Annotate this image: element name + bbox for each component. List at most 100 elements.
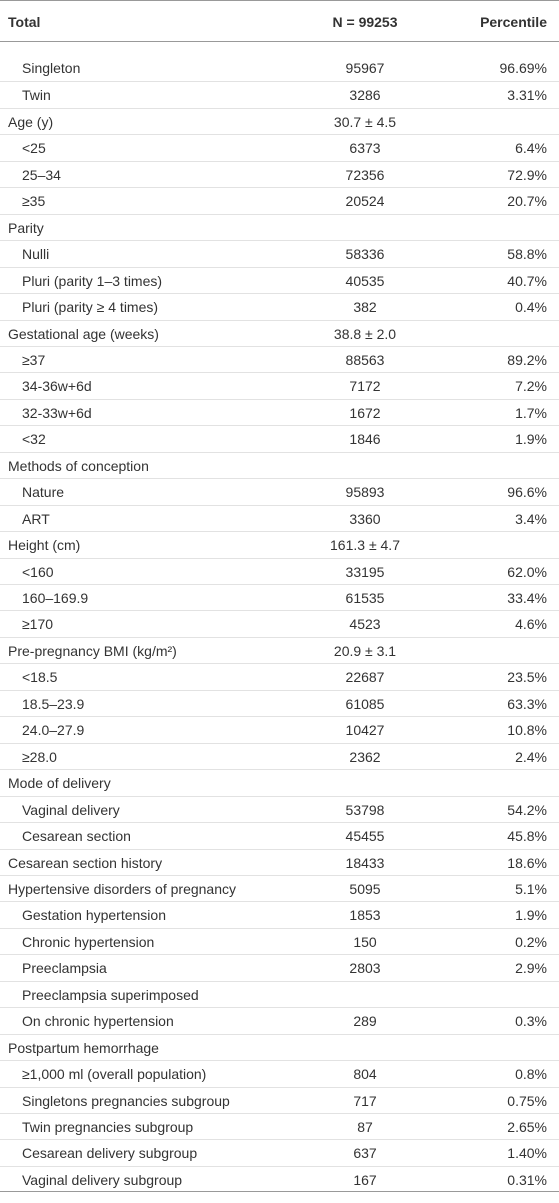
row-label: Parity: [8, 219, 44, 236]
row-label: ≥1,000 ml (overall population): [22, 1066, 207, 1083]
table-row: Singleton 95967 96.69%: [0, 55, 559, 81]
count-cell: 95967: [345, 60, 385, 76]
count-cell: 1846: [349, 431, 381, 448]
count-cell: 88563: [345, 351, 385, 368]
table-row: Nulli 58336 58.8%: [0, 240, 559, 266]
row-label: <18.5: [22, 669, 58, 686]
table-row: Cesarean section history 18433 18.6%: [0, 848, 559, 875]
table-row: Gestation hypertension 1853 1.9%: [0, 901, 559, 927]
row-label: Twin pregnancies subgroup: [22, 1119, 194, 1135]
table-row: Parity: [0, 213, 559, 240]
count-cell: 2362: [349, 748, 381, 765]
count-cell: 72356: [345, 166, 385, 183]
percent-cell: 2.9%: [515, 960, 547, 977]
table-row: 160–169.9 61535 33.4%: [0, 584, 559, 610]
table-row: Twin 3286 3.31%: [0, 81, 559, 107]
table-row: Chronic hypertension 150 0.2%: [0, 927, 559, 954]
count-cell: 38.8 ± 2.0: [333, 325, 397, 342]
percent-cell: 62.0%: [507, 563, 547, 580]
percent-cell: 10.8%: [507, 722, 547, 739]
table-row: Twin pregnancies subgroup 87 2.65%: [0, 1113, 559, 1139]
row-label: 160–169.9: [22, 590, 89, 606]
count-cell: 804: [353, 1066, 377, 1083]
bottom-rule: [0, 1191, 559, 1192]
table-row: ≥1,000 ml (overall population) 804 0.8%: [0, 1060, 559, 1086]
count-cell: 5095: [349, 880, 381, 897]
percent-cell: 2.65%: [507, 1119, 547, 1135]
row-label: Singleton: [22, 60, 81, 76]
table-row: Cesarean section 45455 45.8%: [0, 822, 559, 848]
table-row: ART 3360 3.4%: [0, 504, 559, 531]
table-row: <18.5 22687 23.5%: [0, 663, 559, 689]
count-cell: 289: [353, 1013, 377, 1030]
count-cell: 58336: [345, 246, 385, 263]
percent-cell: 0.2%: [515, 933, 547, 950]
percent-cell: 40.7%: [507, 272, 547, 289]
row-label: Preeclampsia: [22, 960, 107, 977]
row-label: Hypertensive disorders of pregnancy: [8, 880, 237, 897]
count-cell: 45455: [345, 828, 385, 845]
percent-cell: 6.4%: [515, 140, 547, 157]
percent-cell: 1.7%: [515, 404, 547, 421]
count-cell: 161.3 ± 4.7: [330, 537, 400, 554]
row-label: Pluri (parity 1–3 times): [22, 272, 163, 289]
header-cell: Total: [8, 14, 41, 30]
percent-cell: 33.4%: [507, 590, 547, 606]
row-label: Vaginal delivery: [22, 801, 120, 818]
table-row: ≥37 88563 89.2%: [0, 345, 559, 372]
header-cell: Percentile: [480, 14, 547, 30]
percent-cell: 96.6%: [507, 484, 547, 501]
percent-cell: 0.31%: [507, 1171, 547, 1188]
count-cell: 150: [353, 933, 377, 950]
row-label: Postpartum hemorrhage: [8, 1039, 159, 1056]
row-label: Cesarean delivery subgroup: [22, 1145, 198, 1162]
count-cell: 3360: [349, 510, 381, 527]
count-cell: 22687: [345, 669, 385, 686]
count-cell: 53798: [345, 801, 385, 818]
percent-cell: 1.9%: [515, 431, 547, 448]
row-label: 25–34: [22, 166, 61, 183]
count-cell: 95893: [345, 484, 385, 501]
row-label: Preeclampsia superimposed: [22, 986, 199, 1003]
table-row: Postpartum hemorrhage: [0, 1033, 559, 1060]
table-row: 32-33w+6d 1672 1.7%: [0, 398, 559, 425]
percent-cell: 18.6%: [507, 854, 547, 871]
table-row: Pluri (parity ≥ 4 times) 382 0.4%: [0, 293, 559, 319]
table-row: ≥170 4523 4.6%: [0, 610, 559, 636]
table-row: <160 33195 62.0%: [0, 557, 559, 584]
row-label: Pluri (parity ≥ 4 times): [22, 299, 159, 316]
table-row: Age (y) 30.7 ± 4.5: [0, 107, 559, 134]
percent-cell: 0.75%: [507, 1092, 547, 1109]
count-cell: 1672: [349, 404, 381, 421]
count-cell: 20.9 ± 3.1: [333, 642, 397, 659]
percent-cell: 0.4%: [515, 299, 547, 316]
percent-cell: 96.69%: [499, 60, 547, 76]
table-row: Height (cm) 161.3 ± 4.7: [0, 531, 559, 557]
count-cell: 61085: [345, 695, 385, 712]
table-row: 18.5–23.9 61085 63.3%: [0, 689, 559, 716]
table-row: On chronic hypertension 289 0.3%: [0, 1007, 559, 1033]
row-label: ≥35: [22, 193, 46, 210]
row-label: Methods of conception: [8, 457, 149, 474]
table-row: Vaginal delivery 53798 54.2%: [0, 795, 559, 822]
count-cell: 87: [357, 1119, 373, 1135]
percent-cell: 1.9%: [515, 907, 547, 924]
count-cell: 10427: [345, 722, 385, 739]
count-cell: 6373: [349, 140, 381, 157]
row-label: ≥37: [22, 351, 46, 368]
row-label: Nature: [22, 484, 65, 501]
row-label: Gestation hypertension: [22, 907, 166, 924]
percent-cell: 5.1%: [515, 880, 547, 897]
table-row: Cesarean delivery subgroup 637 1.40%: [0, 1139, 559, 1165]
row-label: Cesarean section: [22, 828, 131, 845]
percent-cell: 1.40%: [507, 1145, 547, 1162]
percent-cell: 2.4%: [515, 748, 547, 765]
count-cell: 7172: [349, 378, 381, 395]
percent-cell: 3.4%: [515, 510, 547, 527]
row-label: Cesarean section history: [8, 854, 163, 871]
row-label: <25: [22, 140, 46, 157]
percent-cell: 23.5%: [507, 669, 547, 686]
percent-cell: 54.2%: [507, 801, 547, 818]
table-row: Methods of conception: [0, 451, 559, 478]
percent-cell: 20.7%: [507, 193, 547, 210]
